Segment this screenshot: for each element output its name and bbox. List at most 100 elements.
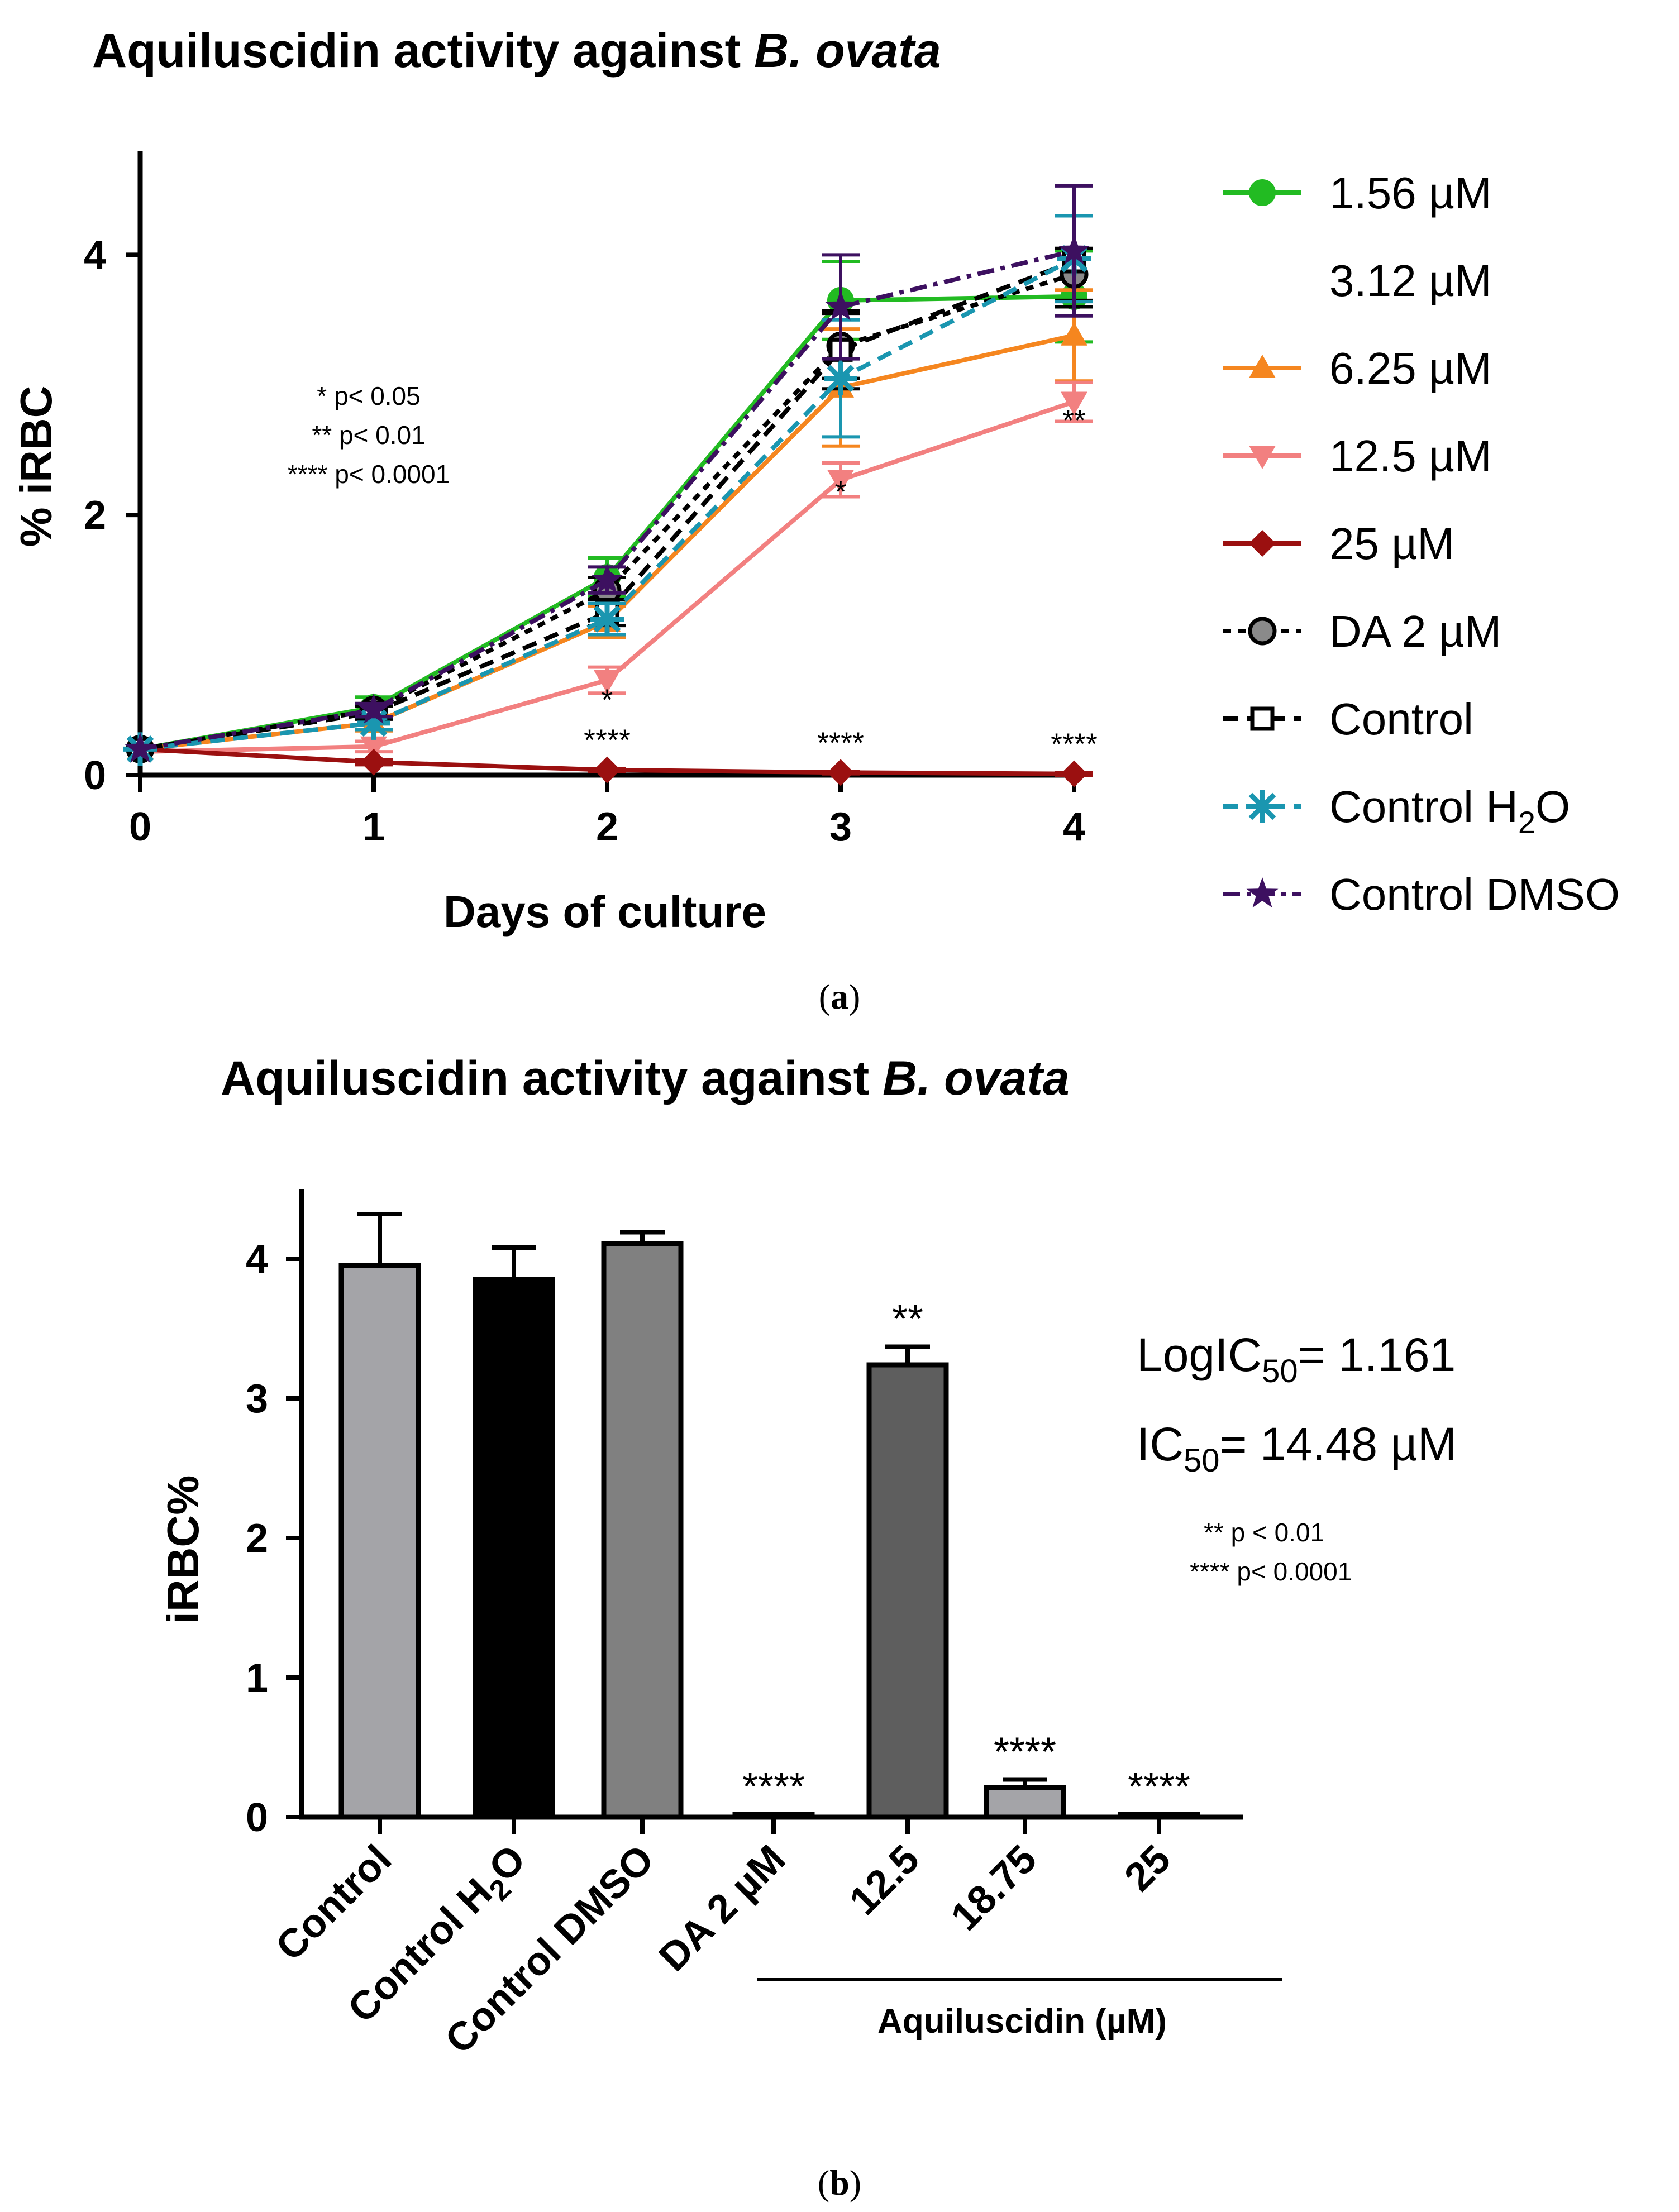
- bar: [866, 1362, 949, 1820]
- data-point: [824, 361, 857, 395]
- panel-a-note-3: **** p< 0.0001: [288, 460, 450, 489]
- panel-a-legend: 1.56 µM 3.12 µM 6.25 µM 12.5 µM 25 µM DA 2 µM…: [1223, 168, 1620, 919]
- panel-b-ic50-value: 14.48 µM: [1260, 1418, 1457, 1470]
- bar-group-25: ****: [1118, 1765, 1200, 1834]
- panel-b-ic50-box: LogIC50= 1.161 IC50= 14.48 µM ** p < 0.0…: [1137, 1329, 1457, 1586]
- series-12-5-m: [127, 380, 1093, 766]
- legend-label: DA 2 µM: [1329, 606, 1501, 656]
- bar: [601, 1241, 684, 1820]
- panel-a-x-tick-label: 3: [829, 805, 852, 849]
- panel-a-x-tick-label: 1: [362, 805, 385, 849]
- legend-item-control-h2o: Control H2O: [1223, 782, 1570, 840]
- data-point: [124, 732, 156, 763]
- panel-a-x-tick-label: 2: [596, 805, 618, 849]
- legend-marker: [1246, 877, 1279, 908]
- series-line-control-dmso: [140, 249, 1075, 752]
- panel-a-x-ticks: 0 1 2 3 4: [129, 775, 1085, 849]
- legend-item-6-25-m: 6.25 µM: [1223, 343, 1492, 393]
- bar-group-control: [338, 1212, 421, 1834]
- legend-marker: [1249, 179, 1276, 206]
- bar: [984, 1785, 1066, 1820]
- legend-item-da-2-m: DA 2 µM: [1223, 606, 1501, 656]
- legend-marker: [1248, 617, 1277, 646]
- series-control-dmso: [124, 184, 1093, 763]
- panel-b-title-italic: B. ovata: [883, 1052, 1070, 1105]
- panel-b-y-axis-label: iRBC%: [158, 1475, 208, 1625]
- data-point: [591, 563, 623, 594]
- significance-marker: ****: [584, 724, 631, 757]
- x-category-label: Control DMSO: [437, 1837, 662, 2062]
- legend-label: 1.56 µM: [1329, 168, 1492, 218]
- legend-item-control: Control: [1223, 694, 1473, 744]
- bar-group-da-2-m: ****: [732, 1765, 815, 1834]
- data-point: [824, 290, 857, 321]
- panel-b: Aquiluscidin activity against B. ovata i…: [158, 1052, 1457, 2203]
- asterisk-stroke: [827, 365, 855, 392]
- significance-marker: ****: [742, 1765, 805, 1809]
- x-category-label: 12.5: [841, 1837, 928, 1924]
- panel-b-log-ic50-value: 1.161: [1338, 1329, 1456, 1381]
- significance-marker: ****: [1051, 728, 1098, 761]
- significance-marker: ****: [817, 726, 864, 759]
- panel-a-caption: (a): [819, 977, 861, 1016]
- data-point: [590, 602, 624, 636]
- panel-b-group-label: Aquiluscidin (µM): [877, 2002, 1167, 2041]
- legend-marker: [1249, 355, 1276, 378]
- panel-a-y-ticks: 0 2 4: [84, 233, 140, 798]
- x-category-label: 25: [1116, 1837, 1179, 1900]
- legend-marker: [1249, 446, 1276, 469]
- x-category-label: 18.75: [942, 1837, 1045, 1939]
- panel-a-title-italic: B. ovata: [754, 24, 941, 78]
- data-point: [827, 759, 854, 786]
- data-point: [360, 748, 387, 776]
- panel-b-y-ticks: 0 1 2 3 4: [246, 1237, 302, 1840]
- panel-a-caption-letter: a: [831, 977, 848, 1016]
- legend-label: 3.12 µM: [1329, 256, 1492, 305]
- panel-a-y-tick-label: 2: [84, 493, 106, 538]
- bar: [473, 1277, 555, 1820]
- panel-a-x-axis-label: Days of culture: [443, 887, 766, 937]
- significance-marker: ****: [1128, 1765, 1190, 1809]
- panel-a-x-tick-label: 4: [1063, 805, 1085, 849]
- panel-b-caption-letter: b: [829, 2163, 850, 2203]
- panel-b-y-tick-label: 0: [246, 1795, 268, 1840]
- bar-group-control-h2o: [473, 1245, 555, 1834]
- significance-marker: **: [892, 1297, 923, 1342]
- legend-label: 6.25 µM: [1329, 343, 1492, 393]
- data-point: [1061, 322, 1087, 346]
- panel-a-significance-notes: * p< 0.05 ** p< 0.01 **** p< 0.0001: [288, 381, 450, 489]
- legend-label: 12.5 µM: [1329, 431, 1492, 481]
- panel-a-note-1: * p< 0.05: [317, 381, 420, 410]
- data-point: [594, 670, 621, 694]
- legend-marker: [1249, 530, 1276, 557]
- asterisk-stroke: [593, 605, 621, 633]
- panel-a-y-tick-label: 0: [84, 753, 106, 798]
- bar-group-control-dmso: [601, 1230, 684, 1834]
- data-point: [594, 756, 621, 783]
- data-point: [1061, 760, 1087, 787]
- legend-item-control-dmso: Control DMSO: [1223, 869, 1620, 919]
- panel-b-caption: (b): [818, 2163, 861, 2203]
- data-point: [357, 693, 390, 724]
- significance-marker: ****: [994, 1730, 1056, 1775]
- legend-label: Control DMSO: [1329, 869, 1620, 919]
- significance-marker: *: [601, 684, 613, 717]
- x-category-label: DA 2 µM: [651, 1837, 794, 1980]
- panel-a-note-2: ** p< 0.01: [312, 421, 425, 450]
- legend-label: Control H2O: [1329, 782, 1570, 840]
- significance-marker: **: [1062, 404, 1086, 437]
- panel-b-bars: **************: [338, 1212, 1200, 1834]
- panel-b-y-tick-label: 2: [246, 1516, 268, 1561]
- legend-item-25-m: 25 µM: [1223, 519, 1454, 568]
- legend-item-1-56-m: 1.56 µM: [1223, 168, 1492, 218]
- bar: [732, 1812, 815, 1820]
- x-category-label: Control: [268, 1837, 400, 1970]
- panel-b-title-main: Aquiluscidin activity against: [221, 1052, 869, 1105]
- panel-b-ic50: IC50= 14.48 µM: [1137, 1418, 1457, 1479]
- legend-label: 25 µM: [1329, 519, 1454, 568]
- panel-a-annotations: **** **** ********: [584, 404, 1098, 761]
- data-point: [1058, 234, 1090, 265]
- significance-marker: *: [834, 475, 846, 509]
- legend-marker: [1250, 706, 1275, 731]
